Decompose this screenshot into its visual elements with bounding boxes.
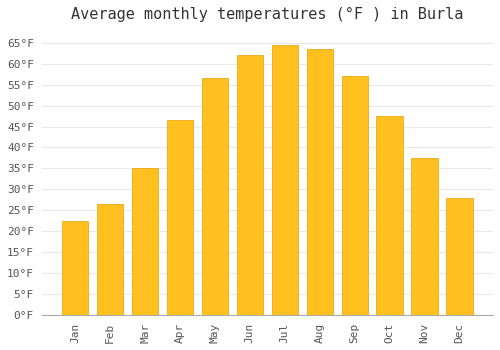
Bar xyxy=(97,204,123,315)
Bar xyxy=(132,168,158,315)
Bar xyxy=(237,55,263,315)
Bar xyxy=(202,78,228,315)
Title: Average monthly temperatures (°F ) in Burla: Average monthly temperatures (°F ) in Bu… xyxy=(71,7,464,22)
Bar xyxy=(412,158,438,315)
Bar xyxy=(306,49,333,315)
Bar xyxy=(272,45,298,315)
Bar xyxy=(167,120,193,315)
Bar xyxy=(62,221,88,315)
Bar xyxy=(446,198,472,315)
Bar xyxy=(376,116,402,315)
Bar xyxy=(342,76,367,315)
